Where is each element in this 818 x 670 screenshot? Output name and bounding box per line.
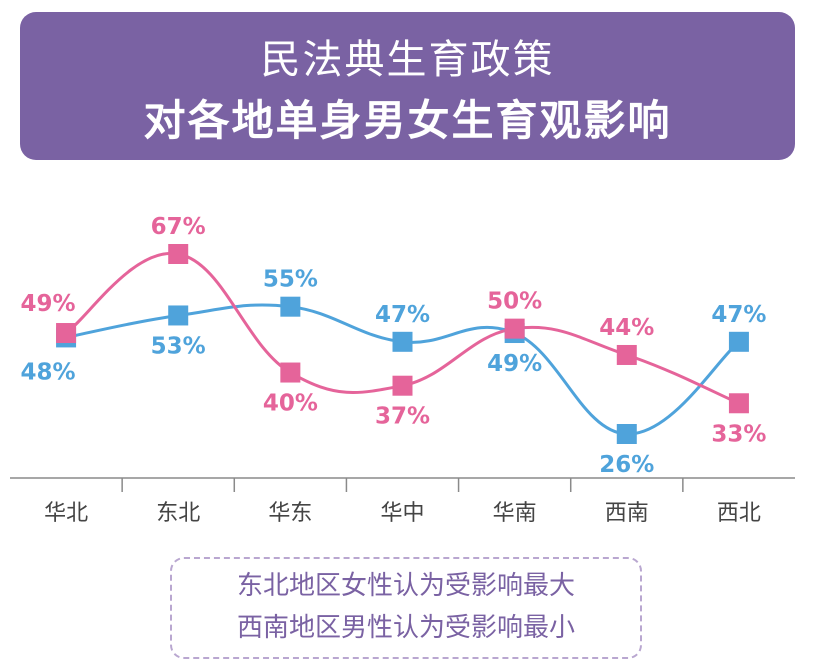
data-point-female [728,393,749,414]
data-label-male: 47% [375,302,430,328]
title-banner: 民法典生育政策 对各地单身男女生育观影响 [20,12,795,160]
x-tick-label: 华北 [44,501,88,526]
x-tick-label: 华南 [493,501,537,526]
chart-title: 民法典生育政策 [260,37,555,83]
data-label-female: 49% [20,291,75,317]
data-label-male: 53% [151,333,206,359]
x-tick-label: 西北 [717,501,761,526]
data-label-male: 48% [20,359,75,385]
chart-subtitle: 对各地单身男女生育观影响 [143,96,672,145]
x-tick-label: 华中 [380,501,424,526]
x-tick-label: 东北 [156,501,200,526]
annotation-line-1: 东北地区女性认为受影响最大 [236,571,575,601]
data-label-male: 26% [599,452,654,478]
data-point-female [56,323,77,344]
data-label-male: 55% [263,267,318,293]
data-label-male: 47% [711,302,766,328]
data-point-female [616,344,637,365]
data-point-female [168,244,189,264]
data-point-male [168,305,189,326]
data-label-female: 44% [599,315,654,341]
data-label-female: 33% [711,421,766,447]
data-point-female [392,375,413,396]
data-point-male [728,331,749,352]
data-point-male [392,331,413,352]
data-label-female: 40% [263,391,318,417]
data-label-female: 37% [375,404,430,430]
data-label-male: 49% [487,351,542,377]
annotation-line-2: 西南地区男性认为受影响最小 [236,613,575,643]
data-point-male [616,424,637,444]
annotation-box: 东北地区女性认为受影响最大 西南地区男性认为受影响最小 [170,557,642,659]
x-tick-label: 西南 [605,501,649,526]
data-point-male [280,296,301,317]
x-tick-label: 华东 [268,501,312,526]
data-label-female: 67% [151,214,206,240]
line-chart: 华北 东北 华东 华中 华南 西南 西北 48% 53% 55% 47% 49% 26% 47% 49% 67… [10,214,795,526]
data-point-female [280,362,301,383]
data-label-female: 50% [487,289,542,315]
data-point-female [504,318,525,339]
